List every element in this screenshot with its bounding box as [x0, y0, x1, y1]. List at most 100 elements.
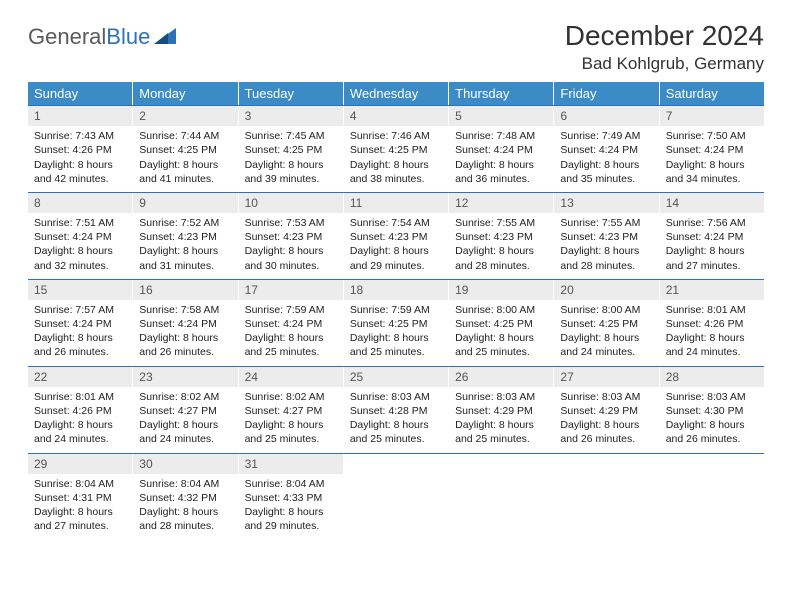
day-number: 22: [28, 367, 132, 387]
daylight-line: Daylight: 8 hours and 27 minutes.: [34, 505, 126, 533]
daylight-line: Daylight: 8 hours and 25 minutes.: [455, 331, 547, 359]
sunrise-line: Sunrise: 8:03 AM: [666, 390, 758, 404]
week-row: 15Sunrise: 7:57 AMSunset: 4:24 PMDayligh…: [28, 279, 764, 366]
day-number: 16: [133, 280, 237, 300]
daylight-line: Daylight: 8 hours and 28 minutes.: [455, 244, 547, 272]
day-info: Sunrise: 7:59 AMSunset: 4:25 PMDaylight:…: [344, 303, 448, 360]
day-cell: 17 Sunrise: 7:59 AMSunset: 4:24 PMDayligh…: [239, 280, 344, 366]
sunrise-line: Sunrise: 7:53 AM: [245, 216, 337, 230]
day-cell: 20Sunrise: 8:00 AMSunset: 4:25 PMDayligh…: [554, 280, 659, 366]
day-cell: 19Sunrise: 8:00 AMSunset: 4:25 PMDayligh…: [449, 280, 554, 366]
day-cell: 3Sunrise: 7:45 AMSunset: 4:25 PMDaylight…: [239, 106, 344, 192]
sunset-line: Sunset: 4:23 PM: [455, 230, 547, 244]
daylight-line: Daylight: 8 hours and 26 minutes.: [666, 418, 758, 446]
day-cell: 24Sunrise: 8:02 AMSunset: 4:27 PMDayligh…: [239, 367, 344, 453]
day-cell: 26 Sunrise: 8:03 AMSunset: 4:29 PMDayligh…: [449, 367, 554, 453]
sunset-line: Sunset: 4:24 PM: [455, 143, 547, 157]
day-info: Sunrise: 7:51 AMSunset: 4:24 PMDaylight:…: [28, 216, 132, 273]
day-info: Sunrise: 7:52 AMSunset: 4:23 PMDaylight:…: [133, 216, 237, 273]
day-info: Sunrise: 8:03 AMSunset: 4:29 PMDaylight:…: [449, 390, 553, 447]
day-number: 18: [344, 280, 448, 300]
day-number: 31: [239, 454, 343, 474]
sunrise-line: Sunrise: 7:59 AM: [245, 303, 337, 317]
day-number: 21: [660, 280, 764, 300]
day-cell: 29Sunrise: 8:04 AMSunset: 4:31 PMDayligh…: [28, 454, 133, 540]
daylight-line: Daylight: 8 hours and 29 minutes.: [350, 244, 442, 272]
sunset-line: Sunset: 4:24 PM: [139, 317, 231, 331]
sunrise-line: Sunrise: 8:00 AM: [560, 303, 652, 317]
day-number: 7: [660, 106, 764, 126]
day-cell: 27Sunrise: 8:03 AMSunset: 4:29 PMDayligh…: [554, 367, 659, 453]
day-number: 26: [449, 367, 553, 387]
day-number: 11: [344, 193, 448, 213]
day-info: Sunrise: 8:03 AMSunset: 4:29 PMDaylight:…: [554, 390, 658, 447]
daylight-line: Daylight: 8 hours and 35 minutes.: [560, 158, 652, 186]
daylight-line: Daylight: 8 hours and 25 minutes.: [245, 418, 337, 446]
week-row: 29Sunrise: 8:04 AMSunset: 4:31 PMDayligh…: [28, 453, 764, 540]
sunrise-line: Sunrise: 8:04 AM: [245, 477, 337, 491]
day-info: Sunrise: 7:54 AMSunset: 4:23 PMDaylight:…: [344, 216, 448, 273]
sunrise-line: Sunrise: 7:50 AM: [666, 129, 758, 143]
title-block: December 2024 Bad Kohlgrub, Germany: [565, 20, 764, 74]
daylight-line: Daylight: 8 hours and 32 minutes.: [34, 244, 126, 272]
sunset-line: Sunset: 4:25 PM: [139, 143, 231, 157]
day-info: Sunrise: 7:46 AMSunset: 4:25 PMDaylight:…: [344, 129, 448, 186]
sunset-line: Sunset: 4:33 PM: [245, 491, 337, 505]
day-cell: 28Sunrise: 8:03 AMSunset: 4:30 PMDayligh…: [660, 367, 764, 453]
empty-cell: [344, 454, 449, 540]
sunset-line: Sunset: 4:32 PM: [139, 491, 231, 505]
sunset-line: Sunset: 4:26 PM: [34, 404, 126, 418]
sunset-line: Sunset: 4:27 PM: [245, 404, 337, 418]
daylight-line: Daylight: 8 hours and 31 minutes.: [139, 244, 231, 272]
day-cell: 6Sunrise: 7:49 AMSunset: 4:24 PMDaylight…: [554, 106, 659, 192]
sunset-line: Sunset: 4:25 PM: [245, 143, 337, 157]
day-number: 17: [239, 280, 343, 300]
day-info: Sunrise: 8:02 AMSunset: 4:27 PMDaylight:…: [133, 390, 237, 447]
sunrise-line: Sunrise: 8:01 AM: [666, 303, 758, 317]
logo: GeneralBlue: [28, 20, 176, 50]
daylight-line: Daylight: 8 hours and 42 minutes.: [34, 158, 126, 186]
sunrise-line: Sunrise: 7:59 AM: [350, 303, 442, 317]
daylight-line: Daylight: 8 hours and 25 minutes.: [245, 331, 337, 359]
week-row: 8Sunrise: 7:51 AMSunset: 4:24 PMDaylight…: [28, 192, 764, 279]
sunset-line: Sunset: 4:28 PM: [350, 404, 442, 418]
day-cell: 22 Sunrise: 8:01 AMSunset: 4:26 PMDayligh…: [28, 367, 133, 453]
day-info: Sunrise: 8:04 AMSunset: 4:32 PMDaylight:…: [133, 477, 237, 534]
sunset-line: Sunset: 4:30 PM: [666, 404, 758, 418]
daylight-line: Daylight: 8 hours and 26 minutes.: [139, 331, 231, 359]
daylight-line: Daylight: 8 hours and 25 minutes.: [455, 418, 547, 446]
sunset-line: Sunset: 4:27 PM: [139, 404, 231, 418]
sunset-line: Sunset: 4:24 PM: [245, 317, 337, 331]
daylight-line: Daylight: 8 hours and 38 minutes.: [350, 158, 442, 186]
day-info: Sunrise: 7:43 AMSunset: 4:26 PMDaylight:…: [28, 129, 132, 186]
sunrise-line: Sunrise: 8:01 AM: [34, 390, 126, 404]
logo-text-gray: General: [28, 24, 106, 50]
daylight-line: Daylight: 8 hours and 41 minutes.: [139, 158, 231, 186]
daylight-line: Daylight: 8 hours and 28 minutes.: [560, 244, 652, 272]
day-cell: 1Sunrise: 7:43 AMSunset: 4:26 PMDaylight…: [28, 106, 133, 192]
sunset-line: Sunset: 4:23 PM: [350, 230, 442, 244]
sunrise-line: Sunrise: 7:51 AM: [34, 216, 126, 230]
day-header: Tuesday: [239, 82, 344, 105]
sunset-line: Sunset: 4:31 PM: [34, 491, 126, 505]
sunset-line: Sunset: 4:24 PM: [666, 143, 758, 157]
day-cell: 11 Sunrise: 7:54 AMSunset: 4:23 PMDayligh…: [344, 193, 449, 279]
sunset-line: Sunset: 4:26 PM: [666, 317, 758, 331]
day-number: 9: [133, 193, 237, 213]
daylight-line: Daylight: 8 hours and 24 minutes.: [34, 418, 126, 446]
day-cell: 21Sunrise: 8:01 AMSunset: 4:26 PMDayligh…: [660, 280, 764, 366]
sunset-line: Sunset: 4:24 PM: [34, 317, 126, 331]
day-info: Sunrise: 7:49 AMSunset: 4:24 PMDaylight:…: [554, 129, 658, 186]
sunrise-line: Sunrise: 8:04 AM: [34, 477, 126, 491]
sunset-line: Sunset: 4:24 PM: [666, 230, 758, 244]
day-info: Sunrise: 8:00 AMSunset: 4:25 PMDaylight:…: [554, 303, 658, 360]
day-number: 14: [660, 193, 764, 213]
location: Bad Kohlgrub, Germany: [565, 54, 764, 74]
day-number: 4: [344, 106, 448, 126]
sunrise-line: Sunrise: 8:04 AM: [139, 477, 231, 491]
logo-text-blue: Blue: [106, 24, 150, 50]
day-info: Sunrise: 8:02 AMSunset: 4:27 PMDaylight:…: [239, 390, 343, 447]
sunrise-line: Sunrise: 8:02 AM: [139, 390, 231, 404]
day-cell: 7Sunrise: 7:50 AMSunset: 4:24 PMDaylight…: [660, 106, 764, 192]
daylight-line: Daylight: 8 hours and 25 minutes.: [350, 331, 442, 359]
